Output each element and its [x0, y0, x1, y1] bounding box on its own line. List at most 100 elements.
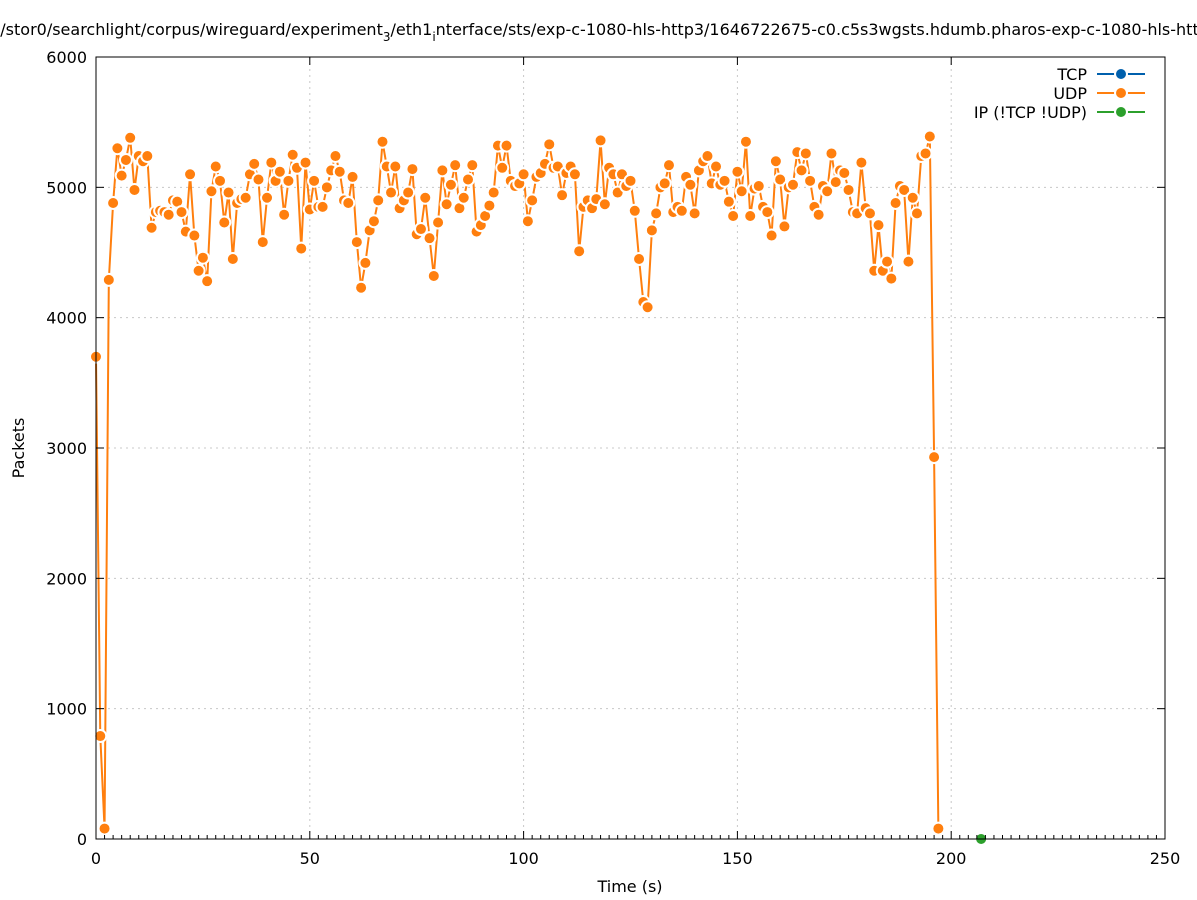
- udp-data-point: [567, 167, 582, 182]
- udp-data-point: [495, 160, 510, 175]
- udp-data-point: [623, 173, 638, 188]
- udp-data-point: [700, 149, 715, 164]
- udp-data-point: [277, 207, 292, 222]
- udp-data-point: [768, 154, 783, 169]
- udp-data-point: [572, 244, 587, 259]
- udp-data-point: [354, 280, 369, 295]
- udp-data-point: [144, 220, 159, 235]
- udp-data-point: [918, 146, 933, 161]
- udp-data-point: [640, 300, 655, 315]
- udp-data-point: [717, 173, 732, 188]
- udp-data-point: [884, 271, 899, 286]
- udp-data-point: [97, 821, 112, 836]
- udp-data-point: [298, 155, 313, 170]
- udp-data-point: [905, 190, 920, 205]
- udp-data-point: [140, 149, 155, 164]
- udp-data-point: [897, 182, 912, 197]
- udp-data-point: [401, 185, 416, 200]
- udp-data-point: [803, 173, 818, 188]
- udp-data-point: [721, 194, 736, 209]
- axis-ticks: 0 50 100 150 200 250 0 1000 2000 3000 4000 5000 6000: [46, 48, 1180, 868]
- udp-data-point: [734, 184, 749, 199]
- udp-data-point: [213, 173, 228, 188]
- udp-data-point: [118, 152, 133, 167]
- udp-data-point: [751, 179, 766, 194]
- udp-data-point: [345, 169, 360, 184]
- udp-data-point: [349, 235, 364, 250]
- udp-data-point: [738, 134, 753, 149]
- udp-data-point: [820, 184, 835, 199]
- udp-data-point: [661, 158, 676, 173]
- udp-data-point: [674, 203, 689, 218]
- udp-data-point: [644, 223, 659, 238]
- udp-data-point: [597, 197, 612, 212]
- y-axis-label: Packets: [9, 418, 28, 479]
- udp-data-point: [593, 133, 608, 148]
- udp-data-point: [405, 162, 420, 177]
- udp-data-point: [777, 219, 792, 234]
- udp-data-point: [435, 163, 450, 178]
- udp-data-point: [837, 165, 852, 180]
- udp-data-point: [200, 274, 215, 289]
- udp-data-point: [520, 214, 535, 229]
- y-tick-label: 0: [77, 830, 87, 849]
- udp-data-point: [773, 172, 788, 187]
- udp-data-point: [371, 193, 386, 208]
- udp-data-point: [255, 235, 270, 250]
- udp-data-point: [871, 218, 886, 233]
- udp-data-point: [683, 177, 698, 192]
- udp-data-point: [811, 207, 826, 222]
- y-tick-label: 6000: [46, 48, 87, 67]
- udp-data-point: [358, 255, 373, 270]
- udp-data-point: [191, 263, 206, 278]
- series-layer: [89, 129, 989, 846]
- udp-data-point: [499, 138, 514, 153]
- udp-data-point: [456, 190, 471, 205]
- udp-data-point: [251, 172, 266, 187]
- udp-data-point: [285, 147, 300, 162]
- udp-data-point: [161, 207, 176, 222]
- udp-data-point: [319, 180, 334, 195]
- udp-data-point: [627, 203, 642, 218]
- udp-data-point: [114, 168, 129, 183]
- udp-data-point: [931, 821, 946, 836]
- udp-data-point: [281, 173, 296, 188]
- udp-data-point: [431, 215, 446, 230]
- udp-data-point: [880, 254, 895, 269]
- x-tick-label: 50: [300, 849, 320, 868]
- y-tick-label: 2000: [46, 569, 87, 588]
- legend-label-udp: UDP: [1053, 84, 1087, 103]
- udp-data-point: [101, 272, 116, 287]
- udp-data-point: [195, 250, 210, 265]
- udp-data-point: [525, 193, 540, 208]
- udp-data-point: [93, 729, 108, 744]
- udp-data-point: [828, 175, 843, 190]
- legend-marker-tcp: [1114, 67, 1128, 81]
- udp-data-point: [110, 141, 125, 156]
- udp-data-point: [709, 159, 724, 174]
- udp-data-point: [862, 206, 877, 221]
- y-tick-label: 4000: [46, 309, 87, 328]
- udp-data-point: [294, 241, 309, 256]
- udp-data-point: [375, 134, 390, 149]
- udp-data-point: [743, 209, 758, 224]
- udp-data-point: [448, 158, 463, 173]
- y-tick-label: 3000: [46, 439, 87, 458]
- udp-data-point: [632, 252, 647, 267]
- udp-data-point: [854, 155, 869, 170]
- udp-data-point: [439, 197, 454, 212]
- udp-data-point: [841, 182, 856, 197]
- udp-data-point: [465, 158, 480, 173]
- udp-data-point: [187, 228, 202, 243]
- udp-data-point: [555, 188, 570, 203]
- udp-data-point: [422, 231, 437, 246]
- y-tick-label: 1000: [46, 700, 87, 719]
- udp-data-point: [217, 215, 232, 230]
- udp-data-point: [794, 163, 809, 178]
- udp-data-point: [328, 149, 343, 164]
- udp-data-point: [824, 146, 839, 161]
- udp-data-point: [238, 190, 253, 205]
- legend-marker-udp: [1114, 86, 1128, 100]
- udp-data-point: [542, 137, 557, 152]
